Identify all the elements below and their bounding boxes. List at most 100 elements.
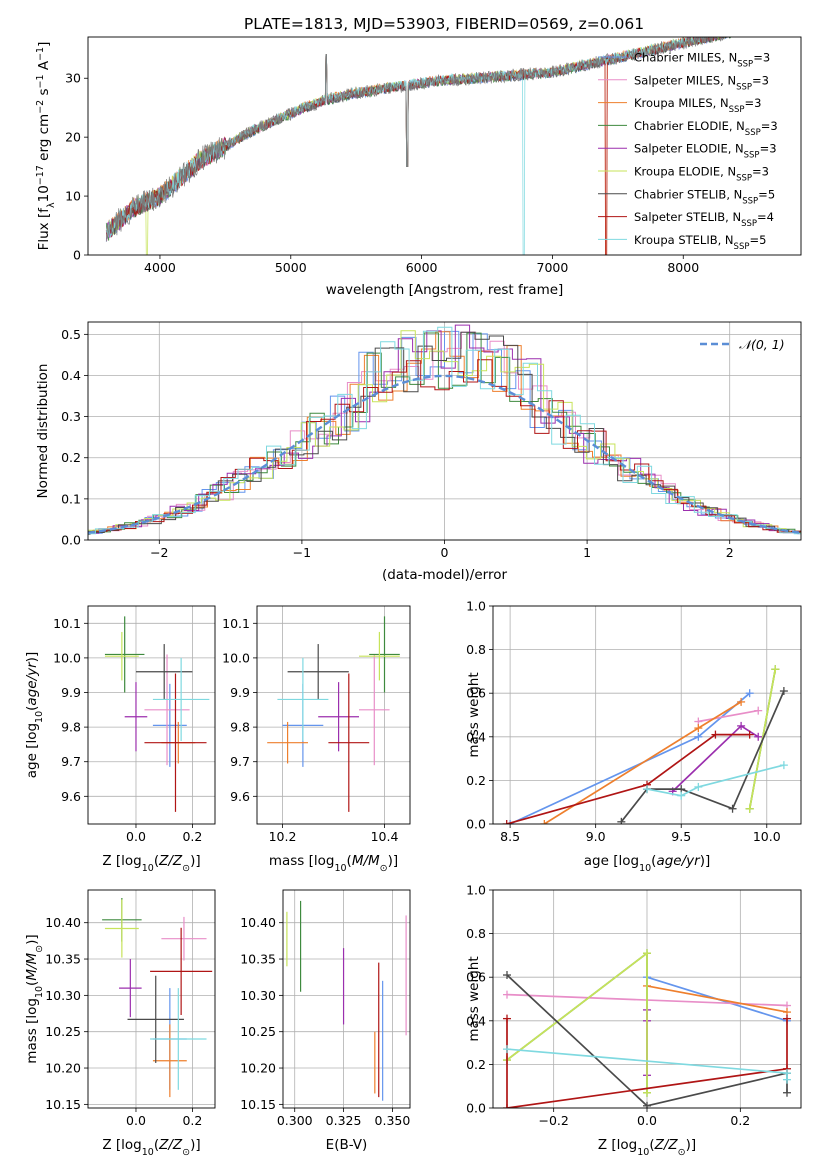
- x-tick-label: 0.0: [637, 1113, 657, 1128]
- x-axis-label: Z [log10(Z/Z⊙)]: [102, 1137, 200, 1158]
- x-tick-label: 0.2: [182, 829, 202, 844]
- x-tick-label: 8000: [667, 260, 699, 275]
- y-axis-label: Flux [fλ10−17 erg cm−2 s−1 A−1]: [35, 42, 57, 251]
- axes-frame: [492, 889, 802, 1109]
- plot-area: [267, 616, 400, 812]
- y-tick-label: 9.8: [230, 720, 250, 735]
- residual-histogram-8: [88, 326, 801, 535]
- legend-label-8: Kroupa STELIB, NSSP=5: [634, 233, 766, 252]
- panel-residuals: −2 −1 0 1 2 0.0 0.1 0.2 0.3 0.4 0.5 (data-model)/er…: [35, 321, 802, 583]
- x-axis-label: mass [log10(M/M⊙)]: [269, 853, 398, 874]
- y-tick-label: 10.1: [53, 616, 81, 631]
- legend-label-2: Kroupa MILES, NSSP=3: [634, 96, 761, 115]
- x-tick-label: 0.2: [730, 1113, 750, 1128]
- x-tick-label: 0.0: [126, 829, 146, 844]
- axes-frame: [256, 605, 411, 825]
- x-tick-label: 9.0: [586, 829, 606, 844]
- y-tick-label: 0.2: [61, 450, 81, 465]
- y-tick-label: 10.30: [240, 988, 276, 1003]
- y-tick-label: 0.1: [61, 491, 81, 506]
- figure-title: PLATE=1813, MJD=53903, FIBERID=0569, z=0…: [244, 15, 644, 33]
- weight-line-8: [646, 764, 785, 797]
- y-tick-label: 0.0: [466, 817, 486, 832]
- y-tick-label: 0.0: [61, 533, 81, 548]
- y-tick-label: 9.6: [230, 789, 250, 804]
- x-tick-label: −2: [150, 545, 168, 560]
- y-tick-label: 9.8: [61, 720, 81, 735]
- weight-line-7: [506, 1018, 788, 1108]
- plot-area: [88, 324, 801, 536]
- x-tick-label: 10.2: [269, 829, 297, 844]
- y-tick-label: 0.8: [466, 642, 486, 657]
- residual-histogram-7: [88, 359, 801, 533]
- legend-label-0: Chabrier MILES, NSSP=3: [634, 51, 770, 70]
- y-axis-label: mass weight: [466, 672, 482, 757]
- y-tick-label: 0.4: [466, 729, 486, 744]
- x-tick-label: 8.5: [500, 829, 520, 844]
- plot-area: [104, 616, 210, 812]
- y-tick-label: 0.4: [61, 368, 81, 383]
- y-tick-label: 10.35: [240, 952, 276, 967]
- y-tick-label: 30: [65, 71, 81, 86]
- y-tick-label: 10.25: [45, 1024, 81, 1039]
- y-tick-label: 0.8: [466, 926, 486, 941]
- y-tick-label: 0.2: [466, 773, 486, 788]
- x-tick-label: 10.0: [753, 829, 781, 844]
- x-tick-label: 9.5: [671, 829, 691, 844]
- x-tick-label: 2: [726, 545, 734, 560]
- panel-spectrum: 4000 5000 6000 7000 8000 0 10 20 30 wavelength [A…: [35, 36, 802, 298]
- y-tick-label: 10.0: [53, 650, 81, 665]
- legend-label-7: Salpeter STELIB, NSSP=4: [634, 210, 774, 229]
- y-tick-label: 0.6: [466, 970, 486, 985]
- y-tick-label: 9.9: [230, 685, 250, 700]
- x-tick-label: 0.0: [126, 1113, 146, 1128]
- y-tick-label: 9.6: [61, 789, 81, 804]
- normal-reference-curve: [88, 374, 801, 534]
- y-tick-label: 20: [65, 130, 81, 145]
- plot-area: [503, 949, 791, 1108]
- y-axis-label: mass weight: [466, 956, 482, 1041]
- y-tick-label: 0.4: [466, 1013, 486, 1028]
- panel-z_weight: −0.2 0.0 0.2 0.0 0.2 0.4 0.6 0.8 1.0 Z [log10(Z/Z…: [466, 883, 802, 1158]
- plot-area: [102, 897, 213, 1098]
- plot-area: [286, 900, 407, 1101]
- y-tick-label: 10.0: [222, 650, 250, 665]
- legend-label-5: Kroupa ELODIE, NSSP=3: [634, 165, 769, 184]
- y-axis-label: mass [log10(M/M⊙)]: [24, 934, 45, 1063]
- y-axis-label: Normed distribution: [35, 364, 51, 499]
- y-tick-label: 10.20: [240, 1061, 276, 1076]
- y-tick-label: 0.3: [61, 409, 81, 424]
- axes-frame: [492, 605, 802, 825]
- axes-frame: [282, 889, 411, 1109]
- panel-z_mass: 0.0 0.2 10.15 10.20 10.25 10.30 10.35 10.40 Z [l…: [24, 889, 216, 1158]
- y-tick-label: 9.9: [61, 685, 81, 700]
- x-tick-label: 0.325: [326, 1113, 362, 1128]
- x-tick-label: −1: [293, 545, 311, 560]
- y-tick-label: 9.7: [61, 754, 81, 769]
- x-tick-label: 10.4: [371, 829, 399, 844]
- y-tick-label: 10.15: [240, 1097, 276, 1112]
- legend-label-1: Salpeter MILES, NSSP=3: [634, 73, 769, 92]
- x-axis-label: Z [log10(Z/Z⊙)]: [102, 853, 200, 874]
- x-tick-label: 5000: [275, 260, 307, 275]
- x-tick-label: 1: [583, 545, 591, 560]
- x-tick-label: 0: [441, 545, 449, 560]
- y-tick-label: 10.40: [240, 915, 276, 930]
- x-tick-label: −0.2: [538, 1113, 568, 1128]
- x-axis-label: (data-model)/error: [382, 567, 508, 583]
- panel-age_weight: 8.5 9.0 9.5 10.0 0.0 0.2 0.4 0.6 0.8 1.0 age [log1…: [466, 599, 802, 874]
- y-tick-label: 9.7: [230, 754, 250, 769]
- axes-frame: [87, 36, 802, 256]
- x-tick-label: 0.300: [277, 1113, 313, 1128]
- legend-label-4: Salpeter ELODIE, NSSP=3: [634, 142, 777, 161]
- y-tick-label: 10.35: [45, 952, 81, 967]
- x-tick-label: 0.2: [182, 1113, 202, 1128]
- y-tick-label: 10.1: [222, 616, 250, 631]
- y-tick-label: 0.2: [466, 1057, 486, 1072]
- y-tick-label: 1.0: [466, 599, 486, 614]
- weight-line-7: [506, 733, 750, 824]
- x-tick-label: 6000: [406, 260, 438, 275]
